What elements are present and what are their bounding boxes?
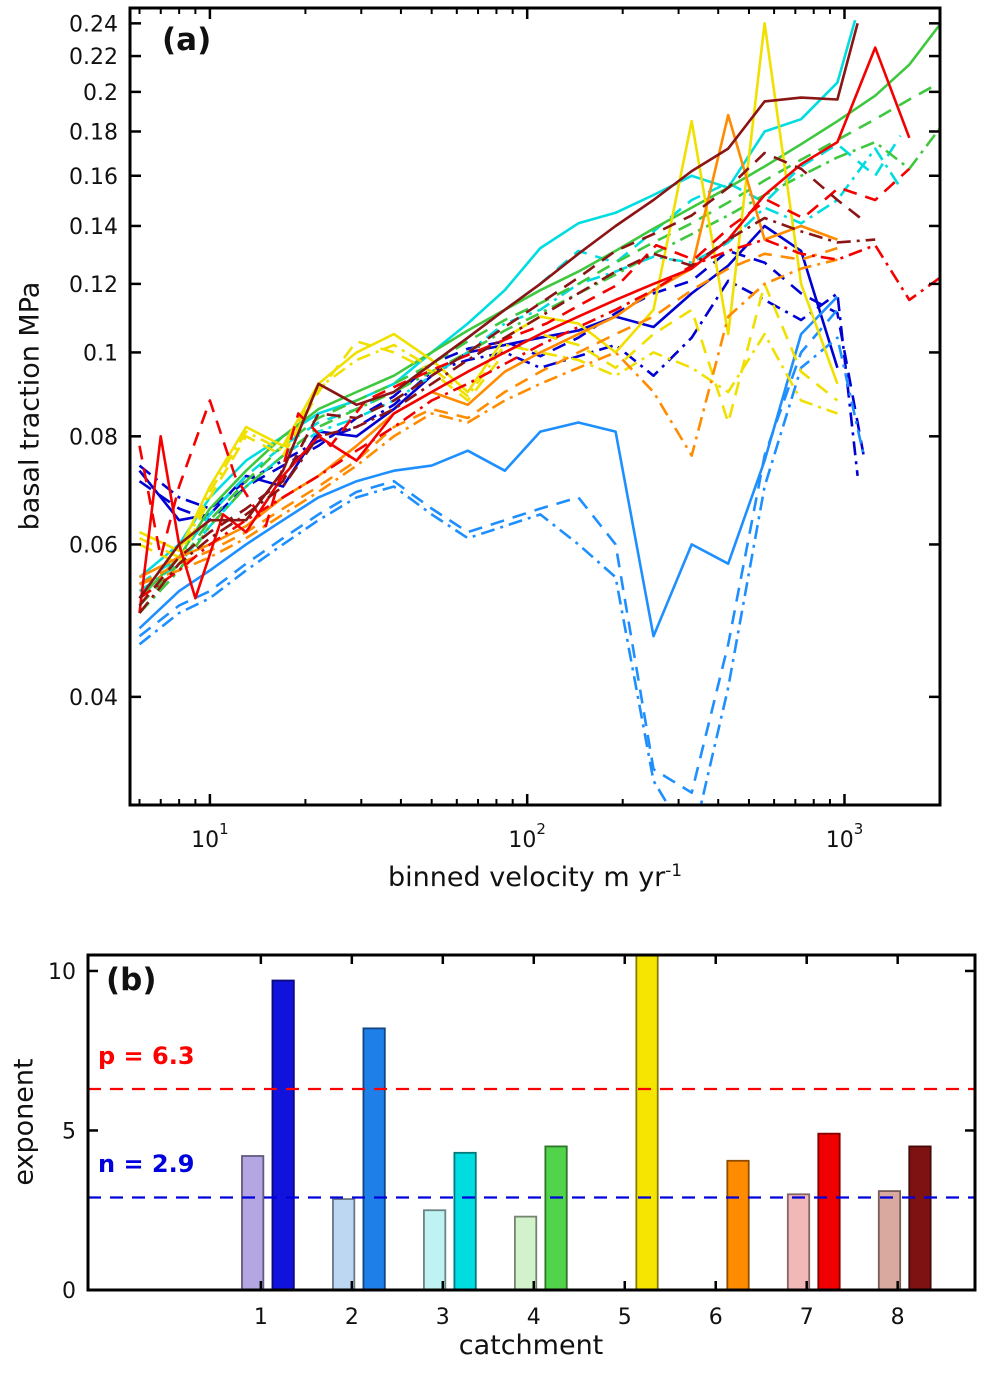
panel-b-label: (b) — [106, 962, 157, 998]
svg-text:0.18: 0.18 — [69, 120, 118, 145]
exponent-bar-chart: 1 2 3 4 5 6 7 8 0 5 10 — [48, 953, 977, 1330]
svg-text:4: 4 — [527, 1305, 541, 1330]
panel-b-y-axis-label: exponent — [8, 1058, 40, 1186]
svg-text:5: 5 — [618, 1305, 632, 1330]
svg-text:8: 8 — [891, 1305, 905, 1330]
svg-text:0.16: 0.16 — [69, 165, 118, 190]
traction-velocity-line-chart: 101 102 103 0.04 0.06 0.08 0.1 0.12 0.14 0.16 0.18… — [69, 6, 942, 853]
svg-text:3: 3 — [436, 1305, 450, 1330]
svg-text:0.14: 0.14 — [69, 215, 118, 240]
svg-text:7: 7 — [800, 1305, 814, 1330]
svg-text:0.24: 0.24 — [69, 12, 118, 37]
panel-a-x-axis-label-exponent: -1 — [665, 860, 682, 880]
svg-text:0: 0 — [62, 1279, 76, 1304]
svg-text:6: 6 — [709, 1305, 723, 1330]
svg-text:102: 102 — [508, 820, 546, 853]
p-exponent-annotation: p = 6.3 — [98, 1042, 195, 1070]
svg-text:0.12: 0.12 — [69, 273, 118, 298]
svg-text:103: 103 — [826, 820, 864, 853]
svg-text:5: 5 — [62, 1119, 76, 1144]
svg-text:101: 101 — [191, 820, 229, 853]
svg-text:10: 10 — [48, 960, 76, 985]
panel-a-label: (a) — [162, 22, 212, 58]
panel-a-y-axis-label: basal traction MPa — [14, 281, 46, 531]
n-exponent-annotation: n = 2.9 — [98, 1150, 195, 1178]
panel-a-x-axis-label: binned velocity m yr-1 — [388, 860, 682, 893]
svg-text:0.1: 0.1 — [83, 341, 118, 366]
svg-text:0.06: 0.06 — [69, 533, 118, 558]
panel-a-x-axis-label-base: binned velocity m yr — [388, 862, 666, 893]
svg-text:0.04: 0.04 — [69, 686, 118, 711]
svg-text:0.2: 0.2 — [83, 81, 118, 106]
svg-text:0.08: 0.08 — [69, 425, 118, 450]
panel-b-x-axis-label: catchment — [458, 1330, 604, 1361]
svg-text:0.22: 0.22 — [69, 45, 118, 70]
svg-text:1: 1 — [254, 1305, 268, 1330]
svg-text:2: 2 — [345, 1305, 359, 1330]
